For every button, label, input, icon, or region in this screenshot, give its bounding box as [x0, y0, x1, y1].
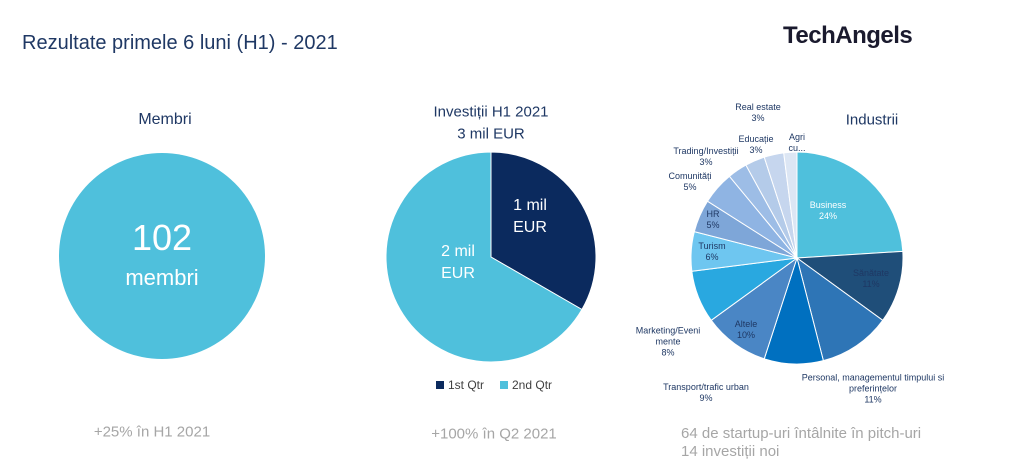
legend-swatch: [436, 381, 444, 389]
slice-percent: 3%: [749, 145, 763, 155]
slice-category: HR: [706, 209, 720, 219]
slice-percent: 24%: [818, 211, 837, 221]
slide-title: Rezultate primele 6 luni (H1) - 2021: [22, 32, 338, 54]
slice-category: Turism: [698, 241, 726, 251]
industries-notes: 64 de startup-uri întâlnite în pitch-uri…: [681, 425, 921, 461]
pie-slice: [385, 151, 583, 363]
slice-label: Business 24%: [798, 200, 858, 222]
members-title: Membri: [138, 111, 192, 128]
slice-percent: 3%: [751, 113, 765, 123]
chart-subtitle: 3 mil EUR: [457, 125, 525, 143]
slice-label: 2 mil EUR: [441, 243, 475, 282]
note-line: 64 de startup-uri întâlnite în pitch-uri: [681, 425, 922, 442]
logo: TechAngels: [783, 22, 913, 49]
slice-label: Real estate 3%: [728, 102, 788, 124]
legend-label: 2nd Qtr: [512, 378, 552, 392]
slice-category: Real estate: [735, 102, 781, 112]
chart-title: Investiții H1 2021: [433, 103, 549, 121]
slice-label: Altele 10%: [721, 319, 771, 341]
slice-label: Transport/trafic urban 9%: [646, 382, 766, 404]
investments-note: +100% în Q2 2021: [431, 425, 557, 443]
pie-slice: [795, 250, 904, 322]
slice-category: Educație: [738, 134, 774, 144]
members-number: 102: [131, 217, 193, 258]
slice-label: Sănătate 11%: [841, 268, 901, 290]
slice-category: Altele: [734, 319, 758, 329]
note-line: 14 investiții noi: [681, 443, 780, 460]
slice-category: Agri cu...: [788, 132, 806, 153]
chart-title: Industrii: [845, 111, 899, 129]
slice-category: Sănătate: [852, 268, 890, 278]
legend-swatch: [500, 381, 508, 389]
members-note: +25% în H1 2021: [93, 423, 211, 441]
slice-percent: 9%: [699, 393, 713, 403]
slice-label: Marketing/Evenimente 8%: [633, 326, 703, 359]
slice-category: Personal, managementul timpului si prefe…: [801, 372, 945, 394]
slice-percent: 5%: [683, 182, 697, 192]
slice-category: Marketing/Evenimente: [635, 325, 701, 347]
members-circle: [59, 153, 265, 359]
slice-label: Comunități 5%: [660, 171, 720, 193]
slice-label: Educație 3%: [731, 134, 781, 156]
slice-label: Agri cu...: [786, 132, 808, 154]
slice-percent: 10%: [736, 330, 755, 340]
slice-label: HR 5%: [693, 209, 733, 231]
slice-label: Personal, managementul timpului si prefe…: [793, 373, 953, 406]
slice-percent: 5%: [706, 220, 720, 230]
pie-slice: [796, 256, 884, 362]
slice-percent: 8%: [661, 347, 675, 358]
slice-label: Turism 6%: [687, 241, 737, 263]
slice-category: Comunități: [668, 171, 712, 181]
slice-label: 1 mil EUR: [513, 197, 547, 236]
slice-category: Business: [809, 200, 847, 210]
slice-percent: 11%: [862, 279, 880, 289]
slice-label: Trading/Investiții 3%: [666, 146, 746, 168]
members-unit: membri: [125, 265, 199, 290]
pie-slice: [796, 151, 904, 259]
slice-percent: 11%: [864, 394, 882, 405]
pie-slice: [783, 151, 798, 259]
slice-category: Transport/trafic urban: [663, 382, 749, 392]
slice-percent: 3%: [699, 157, 713, 167]
pie-slice: [490, 151, 597, 311]
slice-percent: 6%: [705, 252, 719, 262]
slice-category: Trading/Investiții: [673, 146, 739, 156]
legend-label: 1st Qtr: [448, 378, 484, 392]
